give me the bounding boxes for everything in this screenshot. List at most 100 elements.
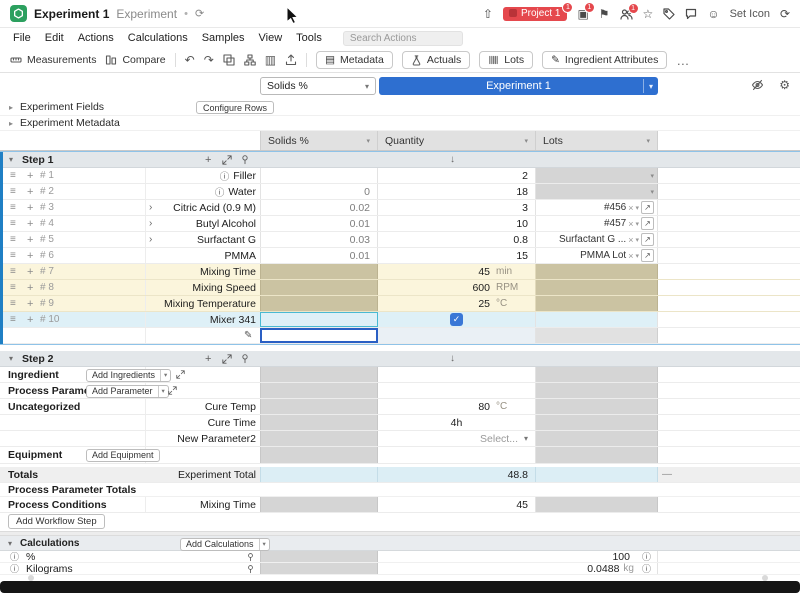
- drag-handle-icon[interactable]: ≡: [10, 264, 16, 279]
- solids-cell[interactable]: [260, 296, 378, 311]
- parameter-name-cell[interactable]: Mixing Speed: [150, 280, 256, 295]
- info-icon[interactable]: ⓘ: [642, 562, 651, 575]
- equipment-checkbox[interactable]: ✓: [450, 313, 463, 326]
- pin-icon[interactable]: [246, 563, 255, 574]
- breadcrumb[interactable]: Experiment: [116, 7, 177, 21]
- quantity-cell[interactable]: 18: [378, 184, 536, 199]
- column-picker-dropdown[interactable]: Solids % ▾: [260, 77, 376, 95]
- expand-step-icon[interactable]: [222, 152, 232, 167]
- experiment-fields-row[interactable]: ▸ Experiment Fields Configure Rows: [0, 99, 800, 116]
- solids-cell[interactable]: [260, 399, 378, 414]
- selected-cell[interactable]: [260, 328, 378, 343]
- lots-cell[interactable]: [536, 415, 658, 430]
- caret-down-icon[interactable]: ▾: [259, 539, 269, 550]
- redo-icon[interactable]: ↷: [204, 53, 214, 67]
- clipboard-icon[interactable]: ▣ 1: [577, 7, 588, 21]
- ingredient-attributes-button[interactable]: ✎ Ingredient Attributes: [542, 51, 667, 69]
- caret-down-icon[interactable]: ▾: [635, 220, 639, 228]
- add-row-icon[interactable]: +: [27, 184, 33, 199]
- ingredient-row[interactable]: ≡ + # 1 ⓘ Filler 2 ▾: [0, 168, 800, 184]
- quantity-cell[interactable]: [378, 328, 536, 343]
- solids-cell[interactable]: 0.02: [260, 200, 378, 215]
- app-logo-icon[interactable]: [10, 5, 27, 22]
- info-icon[interactable]: ⓘ: [10, 563, 19, 574]
- column-header-quantity[interactable]: Quantity ▾: [378, 131, 536, 150]
- quantity-select-cell[interactable]: Select... ▾: [378, 431, 536, 446]
- parameter-name-cell[interactable]: Cure Temp: [150, 399, 256, 414]
- solids-cell[interactable]: [260, 367, 378, 382]
- solids-cell[interactable]: [260, 280, 378, 295]
- process-conditions-row[interactable]: Process Conditions Mixing Time 45: [0, 497, 800, 513]
- actuals-button[interactable]: Actuals: [402, 51, 470, 69]
- parameter-row[interactable]: New Parameter2 Select... ▾: [0, 431, 800, 447]
- sort-descending-icon[interactable]: ↓: [450, 152, 455, 167]
- quantity-cell[interactable]: [378, 383, 536, 398]
- ingredient-row[interactable]: ≡ + # 6 PMMA 0.01 15 PMMA Lot × ▾ ↗: [0, 248, 800, 264]
- equipment-name-cell[interactable]: Mixer 341: [150, 312, 256, 327]
- flag-icon[interactable]: ⚑: [599, 7, 610, 21]
- lots-cell[interactable]: [536, 312, 658, 327]
- lots-cell[interactable]: [536, 280, 658, 295]
- add-row-icon[interactable]: +: [27, 168, 33, 183]
- process-parameter-row[interactable]: ≡ + # 9 Mixing Temperature 25 °C: [0, 296, 800, 312]
- caret-down-icon[interactable]: ▾: [635, 236, 639, 244]
- add-parameter-button[interactable]: Add Parameter ▾: [86, 385, 169, 398]
- solids-cell[interactable]: 0: [260, 184, 378, 199]
- caret-down-icon[interactable]: ▾: [635, 252, 639, 260]
- collapse-icon[interactable]: ▾: [8, 536, 12, 550]
- solids-cell[interactable]: [260, 383, 378, 398]
- drag-handle-icon[interactable]: ≡: [10, 200, 16, 215]
- quantity-cell[interactable]: 80 °C: [378, 399, 536, 414]
- menu-samples[interactable]: Samples: [195, 32, 252, 44]
- drag-handle-icon[interactable]: ≡: [10, 168, 16, 183]
- quantity-cell[interactable]: 45 min: [378, 264, 536, 279]
- add-row-icon[interactable]: +: [27, 296, 33, 311]
- drag-handle-icon[interactable]: ≡: [10, 296, 16, 311]
- parameter-name-cell[interactable]: Mixing Time: [150, 264, 256, 279]
- share-icon[interactable]: ⇧: [483, 7, 493, 21]
- add-equipment-button[interactable]: Add Equipment: [86, 449, 160, 462]
- solids-cell[interactable]: [260, 312, 378, 327]
- pin-icon[interactable]: [246, 551, 255, 562]
- solids-cell[interactable]: 0.01: [260, 248, 378, 263]
- configure-rows-button[interactable]: Configure Rows: [196, 101, 274, 114]
- undo-icon[interactable]: ↶: [185, 53, 195, 67]
- solids-cell[interactable]: 0.01: [260, 216, 378, 231]
- remove-lot-icon[interactable]: ×: [628, 235, 633, 245]
- lots-cell[interactable]: [536, 399, 658, 414]
- lots-cell[interactable]: [536, 264, 658, 279]
- menu-view[interactable]: View: [252, 32, 290, 44]
- caret-down-icon[interactable]: ▾: [160, 370, 170, 381]
- open-lot-icon[interactable]: ↗: [641, 249, 654, 262]
- lots-button[interactable]: Lots: [479, 51, 533, 69]
- caret-down-icon[interactable]: ▾: [158, 386, 168, 397]
- refresh-icon[interactable]: ⟳: [780, 7, 790, 21]
- menu-edit[interactable]: Edit: [38, 32, 71, 44]
- ingredient-name-cell[interactable]: ⓘ Water: [150, 184, 256, 199]
- expand-step-icon[interactable]: [222, 351, 232, 366]
- step1-header[interactable]: ▾ Step 1 + ↓: [0, 152, 800, 168]
- add-row-icon[interactable]: +: [27, 216, 33, 231]
- lots-cell[interactable]: [536, 431, 658, 446]
- drag-handle-icon[interactable]: ≡: [10, 216, 16, 231]
- column-header-lots[interactable]: Lots ▾: [536, 131, 658, 150]
- sort-descending-icon[interactable]: ↓: [450, 351, 455, 366]
- comment-icon[interactable]: [685, 8, 697, 20]
- quantity-cell[interactable]: [378, 367, 536, 382]
- menu-actions[interactable]: Actions: [71, 32, 121, 44]
- column-header-solids[interactable]: Solids % ▾: [260, 131, 378, 150]
- calculation-row[interactable]: ⓘ % 100 ⓘ: [0, 551, 800, 563]
- solids-cell[interactable]: [260, 264, 378, 279]
- add-ingredients-button[interactable]: Add Ingredients ▾: [86, 369, 171, 382]
- ingredient-name-cell[interactable]: Surfactant G: [150, 232, 256, 247]
- pin-step-icon[interactable]: [240, 152, 250, 167]
- ingredient-name-cell[interactable]: Butyl Alcohol: [150, 216, 256, 231]
- quantity-cell[interactable]: ✓: [378, 312, 536, 327]
- export-icon[interactable]: [285, 54, 297, 66]
- new-row-editor[interactable]: ✎: [0, 328, 800, 344]
- add-row-icon[interactable]: +: [27, 200, 33, 215]
- copy-icon[interactable]: [223, 54, 235, 66]
- process-parameter-row[interactable]: ≡ + # 7 Mixing Time 45 min: [0, 264, 800, 280]
- experiment-picker-dropdown[interactable]: Experiment 1 ▾: [379, 77, 658, 95]
- lots-cell[interactable]: #457 × ▾ ↗: [536, 216, 658, 231]
